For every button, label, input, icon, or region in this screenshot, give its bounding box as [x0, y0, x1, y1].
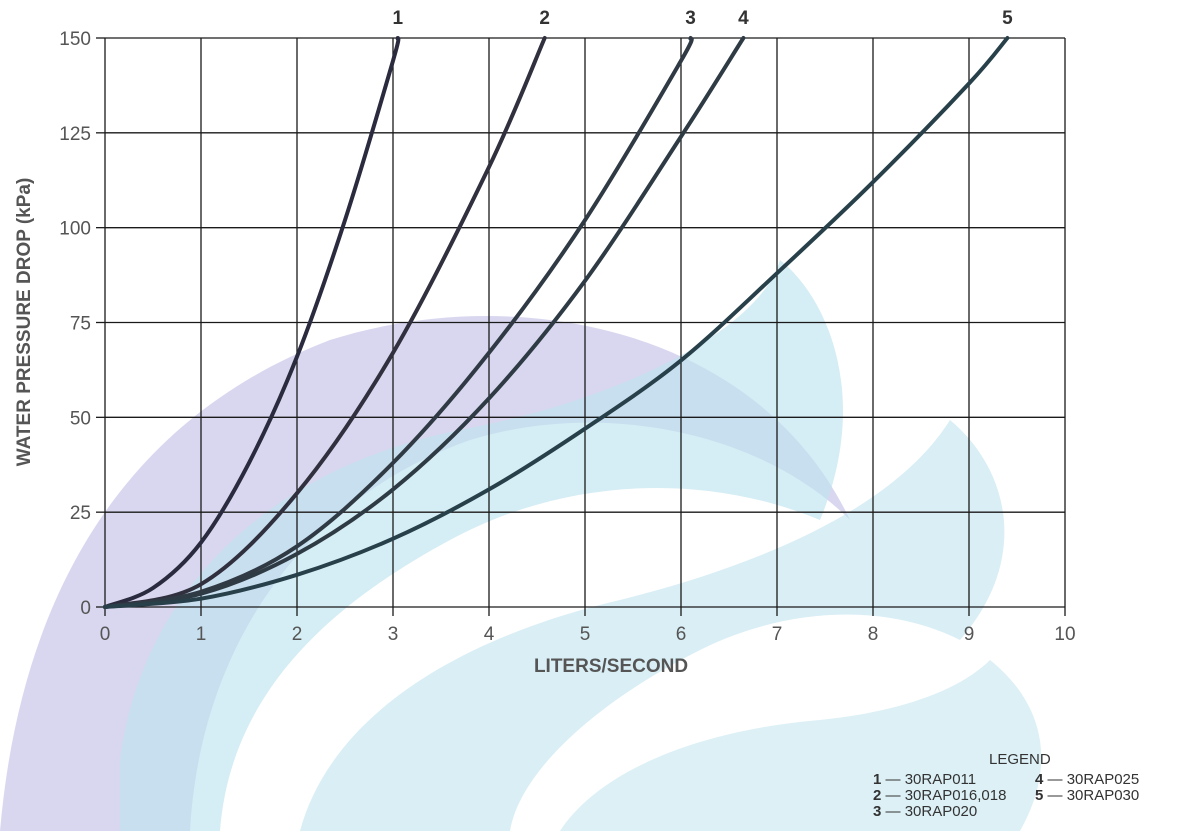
series-line-1 — [103, 36, 401, 609]
legend-label: 30RAP011 — [904, 771, 977, 788]
watermark-logo — [0, 260, 1042, 831]
legend-item-3: 3 — 30RAP020 — [873, 803, 978, 820]
series-line-3 — [103, 36, 694, 609]
series-label-3: 3 — [685, 8, 696, 29]
x-tick-label: 8 — [868, 624, 879, 645]
y-tick-label: 0 — [80, 598, 91, 619]
series-label-4: 4 — [738, 8, 749, 29]
y-tick-label: 50 — [70, 408, 91, 429]
legend-key: 3 — [873, 803, 882, 820]
watermark-swoosh-blue-2 — [300, 420, 1005, 831]
x-tick-label: 4 — [484, 624, 495, 645]
legend-label: 30RAP030 — [1066, 787, 1140, 804]
x-tick-label: 6 — [676, 624, 687, 645]
legend-key: 5 — [1035, 787, 1044, 804]
legend-item-5: 5 — 30RAP030 — [1035, 787, 1140, 804]
y-tick-label: 25 — [70, 503, 91, 524]
series-label-5: 5 — [1002, 8, 1013, 29]
x-tick-label: 9 — [964, 624, 975, 645]
legend: LEGEND 1 — 30RAP011 4 — 30RAP025 2 — 30R… — [873, 752, 1185, 830]
legend-key: 4 — [1035, 771, 1044, 788]
y-axis-title: WATER PRESSURE DROP (kPa) — [14, 178, 35, 467]
x-axis-ticks: 0 1 2 3 4 5 6 7 8 9 10 — [100, 624, 1076, 645]
series-label-1: 1 — [393, 8, 404, 29]
legend-label: 30RAP025 — [1066, 771, 1140, 788]
series-line-5 — [103, 36, 1010, 609]
series-labels: 1 2 3 4 5 — [393, 8, 1014, 29]
legend-key: 2 — [873, 787, 882, 804]
y-axis-ticks: 0 25 50 75 100 125 150 — [59, 29, 91, 619]
x-tick-label: 1 — [196, 624, 207, 645]
legend-item-4: 4 — 30RAP025 — [1035, 771, 1140, 788]
legend-key: 1 — [873, 771, 882, 788]
legend-item-1: 1 — 30RAP011 — [873, 771, 977, 788]
x-tick-label: 7 — [772, 624, 783, 645]
grid — [96, 37, 1066, 616]
x-tick-label: 3 — [388, 624, 399, 645]
series-lines — [103, 36, 1010, 609]
y-tick-label: 150 — [59, 29, 91, 50]
x-tick-label: 10 — [1054, 624, 1075, 645]
x-tick-label: 5 — [580, 624, 591, 645]
series-line-2 — [103, 36, 547, 609]
y-tick-label: 75 — [70, 314, 91, 335]
x-axis-title: LITERS/SECOND — [534, 656, 688, 677]
legend-title: LEGEND — [989, 751, 1051, 768]
watermark-swoosh-blue-3 — [560, 660, 1042, 831]
legend-label: 30RAP020 — [904, 803, 978, 820]
series-label-2: 2 — [539, 8, 550, 29]
legend-label: 30RAP016,018 — [904, 787, 1007, 804]
legend-item-2: 2 — 30RAP016,018 — [873, 787, 1007, 804]
series-line-4 — [103, 36, 746, 609]
x-tick-label: 0 — [100, 624, 111, 645]
y-tick-label: 100 — [59, 219, 91, 240]
watermark-swoosh-blue-1 — [120, 260, 843, 831]
y-tick-label: 125 — [59, 124, 91, 145]
x-tick-label: 2 — [292, 624, 303, 645]
